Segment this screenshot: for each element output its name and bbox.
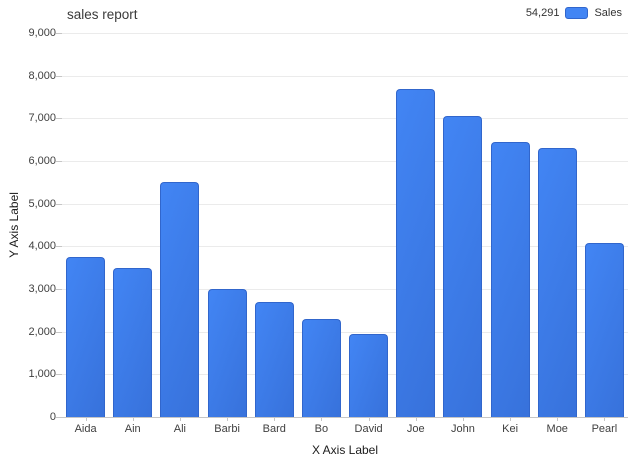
y-tick-label: 0: [49, 411, 56, 423]
legend-series-label[interactable]: Sales: [594, 7, 622, 19]
gridline: [62, 161, 628, 162]
y-tick-label: 3,000: [28, 283, 56, 295]
bar-aida[interactable]: [66, 257, 106, 417]
x-tick-mark: [415, 417, 417, 421]
y-tick-mark: [56, 76, 62, 77]
x-tick-mark: [557, 417, 559, 421]
y-tick-label: 7,000: [28, 112, 56, 124]
x-axis-tick-labels: Aida Ain Ali Barbi Bard Bo David Joe John Kei Moe P…: [62, 423, 628, 437]
y-tick-mark: [56, 204, 62, 205]
x-tick-label-kei: Kei: [502, 423, 519, 435]
legend-total-value: 54,291: [525, 7, 560, 19]
y-tick-label: 5,000: [28, 198, 56, 210]
legend-swatch-sales[interactable]: [565, 7, 589, 19]
bar-ali[interactable]: [160, 181, 200, 417]
x-tick-mark: [132, 417, 134, 421]
x-tick-label-bo: Bo: [314, 423, 329, 435]
x-tick-mark: [368, 417, 370, 421]
y-tick-mark: [56, 289, 62, 290]
plot-area: [56, 33, 628, 421]
y-tick-label: 6,000: [28, 155, 56, 167]
x-tick-label-john: John: [450, 423, 475, 435]
gridline: [62, 76, 628, 77]
y-tick-label: 1,000: [28, 368, 56, 380]
gridline: [62, 118, 628, 119]
gridline: [62, 246, 628, 247]
x-tick-mark: [462, 417, 464, 421]
x-tick-label-bard: Bard: [262, 423, 286, 435]
x-tick-mark: [604, 417, 606, 421]
legend: 54,291 Sales: [526, 7, 622, 19]
bar-moe[interactable]: [537, 148, 577, 417]
bar-pearl[interactable]: [584, 242, 624, 417]
bar-david[interactable]: [349, 334, 389, 417]
x-tick-mark: [274, 417, 276, 421]
bar-barbi[interactable]: [207, 288, 247, 417]
y-tick-mark: [56, 161, 62, 162]
y-tick-mark: [56, 332, 62, 333]
gridline: [62, 33, 628, 34]
gridline: [62, 289, 628, 290]
x-tick-label-ain: Ain: [124, 423, 141, 435]
gridline: [62, 374, 628, 375]
x-axis-line: [62, 417, 628, 418]
x-tick-mark: [179, 417, 181, 421]
y-tick-label: 2,000: [28, 326, 56, 338]
y-tick-mark: [56, 118, 62, 119]
x-tick-mark: [510, 417, 512, 421]
x-tick-label-aida: Aida: [74, 423, 97, 435]
x-tick-label-moe: Moe: [546, 423, 568, 435]
x-axis-title: X Axis Label: [311, 443, 379, 457]
bar-kei[interactable]: [490, 141, 530, 417]
bar-bo[interactable]: [301, 318, 341, 417]
gridline: [62, 332, 628, 333]
x-tick-mark: [85, 417, 87, 421]
bar-ain[interactable]: [113, 268, 153, 417]
x-tick-label-ali: Ali: [173, 423, 187, 435]
y-tick-label: 8,000: [28, 70, 56, 82]
x-tick-label-david: David: [354, 423, 383, 435]
x-tick-label-pearl: Pearl: [591, 423, 618, 435]
x-tick-label-barbi: Barbi: [214, 423, 240, 435]
bar-bard[interactable]: [254, 301, 294, 417]
x-tick-mark: [321, 417, 323, 421]
bar-joe[interactable]: [396, 88, 436, 417]
y-tick-mark: [56, 33, 62, 34]
y-tick-mark: [56, 417, 62, 418]
chart-title: sales report: [67, 7, 138, 22]
gridline: [62, 204, 628, 205]
x-tick-mark: [227, 417, 229, 421]
bar-john[interactable]: [443, 115, 483, 417]
y-tick-label: 4,000: [28, 240, 56, 252]
x-tick-label-joe: Joe: [406, 423, 425, 435]
y-tick-mark: [56, 374, 62, 375]
y-tick-mark: [56, 246, 62, 247]
y-axis-tick-labels: 9,000 8,000 7,000 6,000 5,000 4,000 3,000 2,000…: [0, 27, 56, 423]
y-tick-label: 9,000: [28, 27, 56, 39]
